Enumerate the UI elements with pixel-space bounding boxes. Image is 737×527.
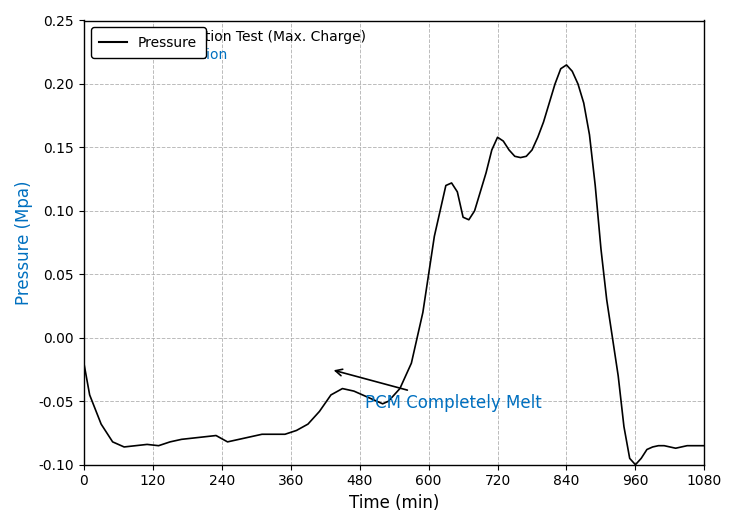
Pressure (458, 214, 467, 220)
Pressure (591, 182, 600, 189)
Text: PCM Completely Melt: PCM Completely Melt (335, 369, 542, 412)
Pressure (131, 443, 140, 449)
Text: PCM Charge Ration Test (Max. Charge): PCM Charge Ration Test (Max. Charge) (97, 31, 366, 44)
Pressure (80, 360, 88, 366)
Pressure (631, 462, 640, 468)
X-axis label: Time (min): Time (min) (349, 494, 439, 512)
Pressure (85, 392, 94, 398)
Text: Ambient Condition: Ambient Condition (97, 48, 227, 62)
Legend: Pressure: Pressure (91, 27, 206, 58)
Y-axis label: Pressure (Mpa): Pressure (Mpa) (15, 180, 33, 305)
Pressure (614, 373, 623, 379)
Line: Pressure: Pressure (84, 65, 705, 465)
Pressure (700, 443, 709, 449)
Pressure (562, 62, 571, 68)
Pressure (436, 208, 444, 214)
